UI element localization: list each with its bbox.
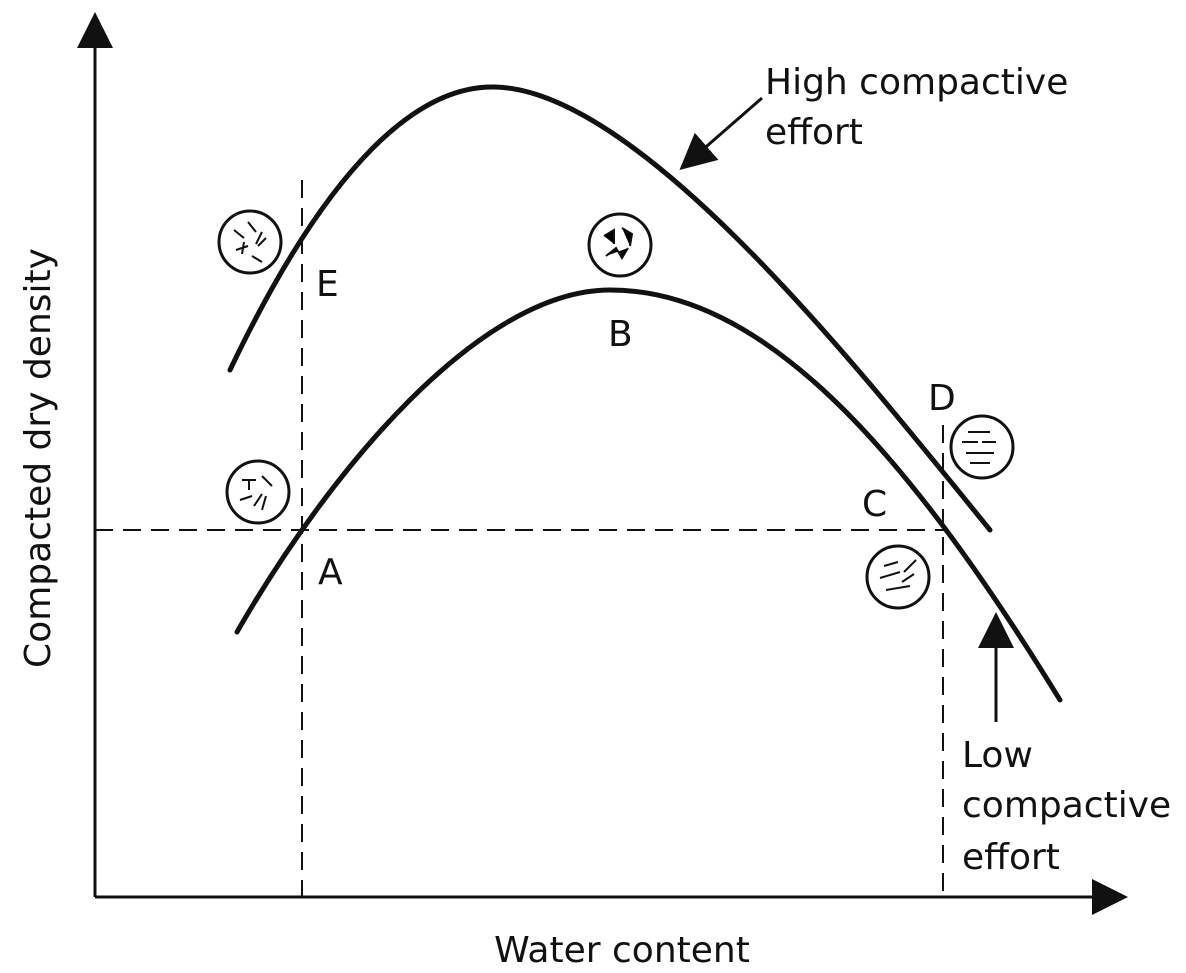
particle-circle — [949, 414, 1015, 480]
point-label: D — [928, 378, 956, 419]
curve-label: High compactive — [765, 62, 1068, 103]
curve-label: Low — [962, 735, 1033, 776]
particle-circle — [865, 544, 931, 610]
label-arrow — [679, 96, 763, 170]
low-effort-curve — [234, 287, 1063, 703]
y-axis-label: Compacted dry density — [18, 248, 59, 668]
curve-label: effort — [765, 112, 863, 153]
point-label: C — [862, 484, 887, 525]
point-label: E — [316, 264, 339, 305]
particle-circle — [225, 459, 291, 525]
curve-label: compactive — [962, 785, 1171, 826]
high-effort-curve — [227, 84, 993, 533]
point-label: B — [608, 314, 633, 355]
particle-circle — [587, 212, 653, 278]
point-label: A — [318, 552, 343, 593]
curve-label: effort — [962, 837, 1060, 878]
particle-circle — [217, 209, 283, 275]
x-axis-label: Water content — [494, 930, 750, 971]
